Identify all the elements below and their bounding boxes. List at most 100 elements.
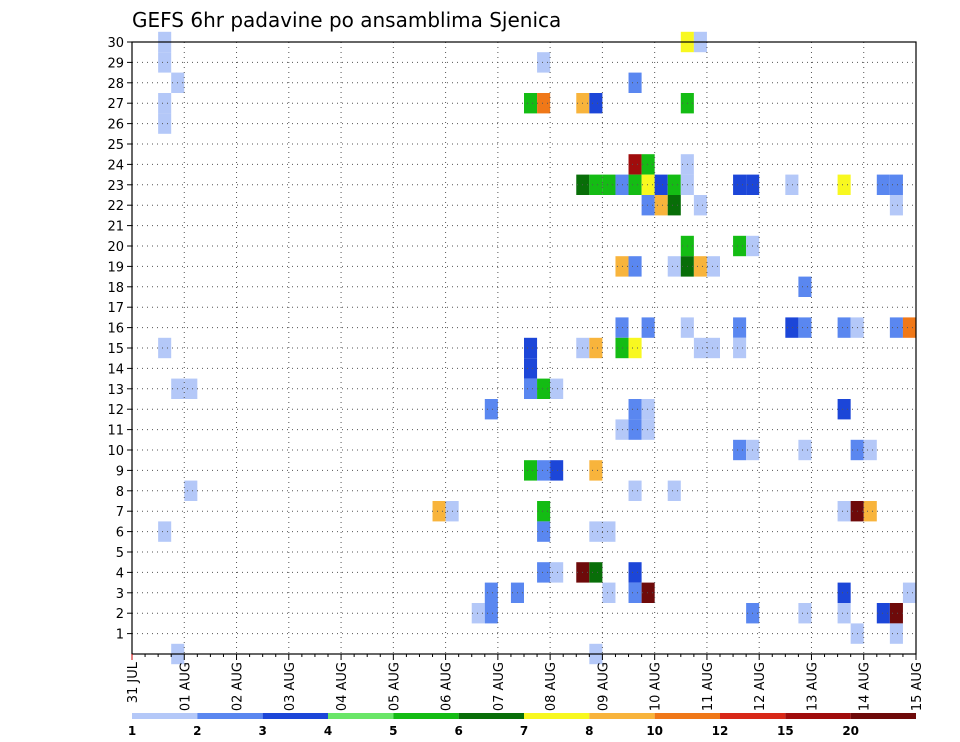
heat-cell (798, 276, 812, 297)
legend-swatch (393, 713, 459, 719)
x-tick-label: 10 AUG (649, 662, 664, 711)
heat-cell (537, 562, 551, 583)
heat-cell (706, 337, 720, 359)
heat-cell (876, 174, 890, 195)
heat-cell (628, 174, 642, 195)
heat-cell (158, 52, 172, 73)
x-tick-label: 02 AUG (231, 662, 246, 711)
heat-cell (484, 603, 498, 624)
heat-cell (693, 195, 707, 216)
x-tick-label: 15 AUG (910, 662, 925, 711)
y-tick-label: 11 (107, 424, 124, 439)
heat-cell (876, 603, 890, 624)
legend-label: 6 (454, 724, 462, 738)
legend-label: 3 (258, 724, 266, 738)
heat-cell (837, 603, 851, 624)
legend-label: 1 (128, 724, 136, 738)
heat-cell (889, 623, 903, 644)
heat-cell (628, 399, 642, 420)
x-tick-label: 09 AUG (596, 662, 611, 711)
y-tick-label: 13 (107, 383, 124, 398)
y-tick-label: 22 (107, 199, 124, 214)
heat-cell (589, 93, 603, 114)
heat-cell (654, 174, 668, 195)
y-tick-label: 24 (107, 158, 124, 173)
heat-cell (641, 399, 655, 420)
legend-label: 5 (389, 724, 397, 738)
y-tick-label: 21 (107, 220, 124, 235)
heat-cell (628, 480, 642, 501)
x-tick-label: 12 AUG (753, 662, 768, 711)
heat-cell (667, 480, 681, 501)
legend-swatch (197, 713, 263, 719)
legend-label: 10 (646, 724, 663, 738)
legend-label: 20 (842, 724, 859, 738)
heat-cell (589, 337, 603, 359)
heat-cell (524, 358, 538, 379)
heat-cell (524, 460, 538, 481)
legend-swatch (785, 713, 851, 719)
plot-area: 1234567891011121314151617181920212223242… (107, 31, 925, 711)
chart-title: GEFS 6hr padavine po ansamblima Sjenica (132, 8, 561, 32)
heat-cell (837, 317, 851, 338)
legend-swatch (328, 713, 394, 719)
color-legend: 1 2 3 4 5 6 7 8 10 12 15 20 (128, 713, 916, 738)
y-tick-label: 29 (107, 56, 124, 71)
heat-cell (158, 521, 172, 542)
x-tick-label: 05 AUG (387, 662, 402, 711)
legend-swatch (132, 713, 198, 719)
heat-cell (889, 317, 903, 338)
heat-cell (641, 317, 655, 338)
heat-cell (733, 317, 747, 338)
x-tick-label: 03 AUG (283, 662, 298, 711)
y-tick-label: 4 (116, 566, 124, 581)
heat-cell (902, 317, 916, 338)
heat-cell (693, 256, 707, 277)
heat-cell (628, 337, 642, 359)
heat-cell (733, 235, 747, 257)
heat-cell (706, 256, 720, 277)
legend-swatch (262, 713, 328, 719)
y-tick-label: 5 (116, 546, 124, 561)
y-tick-label: 6 (116, 526, 124, 541)
heat-cell (484, 582, 498, 603)
heat-cell (641, 195, 655, 216)
heat-cell (889, 603, 903, 624)
heat-cell (602, 521, 616, 542)
y-tick-label: 12 (107, 403, 124, 418)
x-tick-label: 04 AUG (335, 662, 350, 711)
heat-cell (837, 174, 851, 195)
heat-cell (641, 154, 655, 175)
x-tick-label: 07 AUG (492, 662, 507, 711)
heat-cell (837, 399, 851, 420)
y-tick-label: 17 (107, 301, 124, 316)
legend-swatch (458, 713, 524, 719)
y-tick-label: 2 (116, 607, 124, 622)
heat-cell (602, 582, 616, 603)
y-tick-label: 25 (107, 138, 124, 153)
y-tick-label: 3 (116, 587, 124, 602)
y-tick-label: 1 (116, 628, 124, 643)
heat-cell (863, 439, 877, 461)
y-tick-label: 30 (107, 36, 124, 51)
legend-label: 8 (585, 724, 593, 738)
heat-cell (628, 419, 642, 440)
heat-cell (471, 603, 485, 624)
heat-cell (733, 439, 747, 461)
legend-label: 2 (193, 724, 201, 738)
y-tick-label: 28 (107, 77, 124, 92)
x-tick-label: 14 AUG (858, 662, 873, 711)
heat-cell (837, 582, 851, 603)
heat-cell (798, 603, 812, 624)
heat-cell (602, 174, 616, 195)
heat-cell (432, 501, 446, 522)
x-tick-label: 08 AUG (544, 662, 559, 711)
legend-swatch (524, 713, 590, 719)
y-tick-label: 23 (107, 179, 124, 194)
heat-cell (889, 174, 903, 195)
x-tick-label: 31 JUL (126, 661, 141, 703)
y-tick-label: 26 (107, 118, 124, 133)
x-tick-label: 13 AUG (805, 662, 820, 711)
heat-cell (667, 256, 681, 277)
